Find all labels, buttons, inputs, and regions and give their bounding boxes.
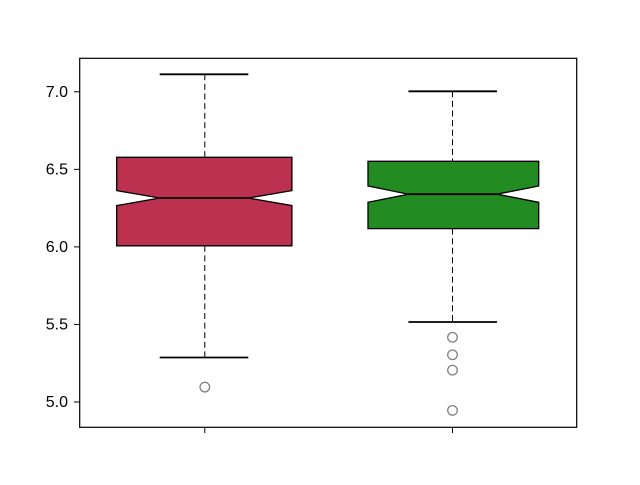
svg-text:5.0: 5.0 <box>46 394 68 411</box>
svg-text:7.0: 7.0 <box>46 84 68 101</box>
svg-text:6.5: 6.5 <box>46 162 68 179</box>
svg-text:6.0: 6.0 <box>46 239 68 256</box>
svg-text:5.5: 5.5 <box>46 317 68 334</box>
